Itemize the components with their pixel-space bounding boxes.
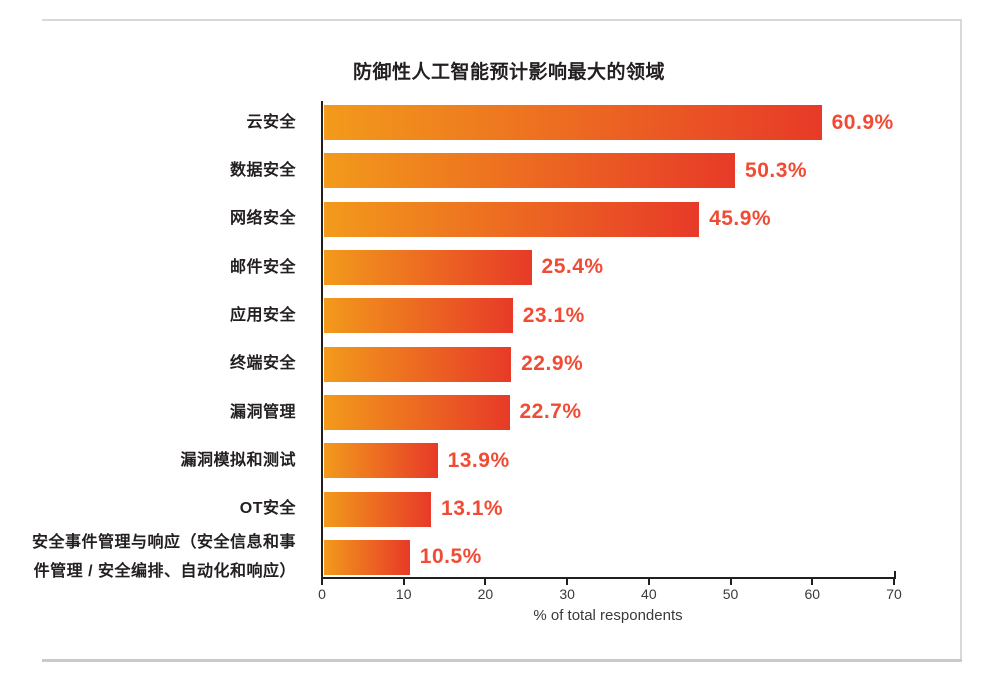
x-axis-endcap	[894, 571, 896, 577]
category-label: 应用安全	[20, 298, 296, 333]
category-label-text: 漏洞模拟和测试	[180, 452, 296, 469]
category-label: 终端安全	[20, 347, 296, 382]
x-axis-label: % of total respondents	[533, 607, 683, 624]
x-tick-label: 20	[477, 586, 494, 602]
category-label: 安全事件管理与响应（安全信息和事 件管理 / 安全编排、自动化和响应）	[20, 534, 296, 581]
bar	[324, 105, 822, 140]
x-tick	[647, 579, 650, 585]
category-label: 漏洞模拟和测试	[20, 443, 296, 478]
category-label-text: 应用安全	[229, 307, 296, 325]
value-label: 45.9%	[709, 207, 772, 231]
x-tick-label: 70	[886, 586, 902, 602]
bar	[324, 201, 700, 237]
category-label-text: 终端安全	[229, 355, 296, 373]
page-border-top	[42, 19, 962, 21]
x-tick	[484, 579, 487, 585]
value-label: 50.3%	[745, 158, 808, 182]
x-tick	[893, 579, 895, 585]
y-axis-line	[321, 101, 323, 579]
x-tick	[729, 579, 732, 585]
category-label: OT安全	[20, 492, 296, 527]
x-tick	[811, 579, 814, 585]
category-label-text: 漏洞管理	[229, 403, 296, 421]
bar	[324, 298, 513, 334]
value-label: 23.1%	[522, 303, 585, 327]
bar	[324, 394, 510, 430]
x-tick-label: 30	[559, 586, 575, 602]
bar	[324, 346, 512, 382]
value-label: 10.5%	[419, 545, 482, 569]
category-label: 邮件安全	[20, 250, 296, 285]
category-label-text: 数据安全	[229, 162, 296, 180]
bar	[324, 153, 735, 189]
x-tick	[321, 579, 323, 585]
x-tick-label: 0	[318, 586, 326, 602]
category-label: 网络安全	[20, 202, 296, 237]
value-label: 13.9%	[447, 448, 510, 472]
value-label: 60.9%	[831, 110, 894, 134]
page-border-bottom	[42, 659, 962, 662]
value-label: 22.9%	[521, 352, 584, 376]
category-label-text: 安全事件管理与响应（安全信息和事 件管理 / 安全编排、自动化和响应）	[31, 533, 296, 581]
x-tick	[402, 579, 405, 585]
x-tick-label: 50	[722, 586, 739, 602]
category-label-text: 网络安全	[229, 210, 296, 228]
x-tick-label: 10	[395, 586, 412, 602]
category-label: 云安全	[20, 105, 296, 140]
value-label: 25.4%	[541, 255, 604, 279]
bar	[324, 249, 532, 285]
category-label-text: 云安全	[246, 113, 296, 131]
category-label-text: OT安全	[239, 500, 296, 518]
page-border-right	[960, 19, 962, 661]
x-tick-label: 40	[641, 586, 657, 602]
category-label: 漏洞管理	[20, 395, 296, 430]
category-label-text: 邮件安全	[229, 258, 296, 276]
value-label: 22.7%	[519, 400, 582, 424]
bar	[324, 443, 438, 479]
x-axis-line	[321, 577, 896, 579]
x-tick-label: 60	[804, 586, 821, 602]
x-tick	[566, 579, 569, 585]
chart-title: 防御性人工智能预计影响最大的领域	[352, 62, 665, 83]
category-label: 数据安全	[20, 153, 296, 188]
value-label: 13.1%	[441, 497, 504, 521]
bar	[324, 491, 431, 527]
bar	[324, 539, 410, 575]
